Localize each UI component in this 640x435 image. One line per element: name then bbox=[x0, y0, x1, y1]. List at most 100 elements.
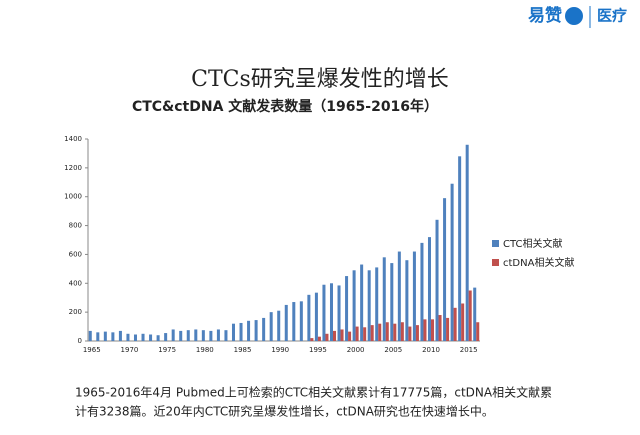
bar bbox=[405, 260, 409, 341]
bar bbox=[370, 325, 374, 341]
slide-title: CTCs研究呈爆发性的增长 bbox=[191, 67, 449, 92]
brand-icon bbox=[565, 7, 583, 25]
bar bbox=[133, 334, 137, 341]
bar bbox=[118, 330, 122, 341]
y-tick-label: 0 bbox=[78, 337, 82, 345]
bar bbox=[458, 156, 462, 341]
x-tick-label: 1975 bbox=[158, 346, 176, 354]
bar bbox=[378, 323, 382, 341]
bar bbox=[385, 322, 389, 341]
legend-swatch bbox=[492, 259, 499, 266]
bar bbox=[277, 310, 281, 341]
unit: 医疗 bbox=[597, 7, 627, 25]
y-tick-label: 1000 bbox=[64, 193, 82, 201]
x-tick-label: 1995 bbox=[309, 346, 327, 354]
bar bbox=[427, 237, 431, 341]
bar bbox=[393, 323, 397, 341]
y-tick-label: 600 bbox=[69, 250, 82, 258]
bar bbox=[443, 198, 447, 341]
bar bbox=[111, 332, 115, 341]
bar bbox=[224, 330, 228, 341]
bar bbox=[171, 329, 175, 341]
bar bbox=[141, 333, 145, 341]
bar bbox=[186, 330, 190, 341]
bar bbox=[156, 335, 160, 341]
bar bbox=[400, 322, 404, 341]
caption: 1965-2016年4月 Pubmed上可检索的CTC相关文献累计有17775篇… bbox=[75, 385, 552, 400]
bar bbox=[453, 307, 457, 341]
bar bbox=[307, 294, 311, 341]
x-tick-label: 1990 bbox=[271, 346, 289, 354]
bar bbox=[397, 251, 401, 341]
x-tick-label: 1985 bbox=[234, 346, 252, 354]
bar bbox=[314, 292, 318, 341]
bar bbox=[438, 315, 442, 341]
bar bbox=[239, 322, 243, 341]
y-tick-label: 200 bbox=[69, 308, 82, 316]
bar bbox=[179, 330, 183, 341]
bar bbox=[329, 283, 333, 341]
caption: 计有3238篇。近20年内CTC研究呈爆发性增长，ctDNA研究也在快速增长中。 bbox=[75, 404, 494, 419]
bar bbox=[476, 322, 480, 341]
bar bbox=[348, 331, 352, 341]
legend-label: ctDNA相关文献 bbox=[503, 256, 574, 269]
x-tick-label: 1970 bbox=[121, 346, 139, 354]
bar bbox=[292, 302, 296, 341]
y-tick-label: 800 bbox=[69, 222, 82, 230]
bar bbox=[408, 326, 412, 341]
x-tick-label: 2005 bbox=[384, 346, 402, 354]
bar bbox=[299, 301, 303, 341]
bar bbox=[269, 312, 273, 341]
bar bbox=[468, 290, 472, 341]
bar bbox=[194, 329, 198, 341]
legend-swatch bbox=[492, 240, 499, 247]
bar bbox=[355, 326, 359, 341]
y-tick-label: 1400 bbox=[64, 135, 82, 143]
bar bbox=[375, 267, 379, 341]
bar bbox=[284, 304, 288, 341]
bar bbox=[412, 251, 416, 341]
bar bbox=[340, 329, 344, 341]
bar bbox=[247, 320, 251, 341]
y-tick-label: 1200 bbox=[64, 164, 82, 172]
bar bbox=[415, 325, 419, 341]
bar bbox=[96, 332, 100, 341]
bar bbox=[473, 287, 477, 341]
bar bbox=[461, 303, 465, 341]
bar bbox=[337, 285, 341, 341]
bar bbox=[382, 257, 386, 341]
bar bbox=[390, 263, 394, 341]
bar bbox=[367, 270, 371, 341]
bar bbox=[216, 329, 220, 341]
bar bbox=[360, 264, 364, 341]
bar bbox=[126, 333, 130, 341]
bar bbox=[352, 270, 356, 341]
bar bbox=[363, 327, 367, 341]
bar bbox=[420, 242, 424, 341]
x-tick-label: 2015 bbox=[460, 346, 478, 354]
x-tick-label: 2000 bbox=[347, 346, 365, 354]
bar bbox=[209, 330, 213, 341]
bar bbox=[435, 219, 439, 341]
x-tick-label: 2010 bbox=[422, 346, 440, 354]
x-tick-label: 1980 bbox=[196, 346, 214, 354]
brand: 易赞 bbox=[528, 5, 562, 26]
bar bbox=[423, 319, 427, 341]
chart-title: CTC&ctDNA 文献发表数量（1965-2016年） bbox=[132, 98, 438, 115]
bar bbox=[431, 319, 435, 341]
bar bbox=[450, 183, 454, 341]
bar bbox=[446, 317, 450, 341]
bar bbox=[149, 334, 153, 341]
bar bbox=[325, 333, 329, 341]
bar bbox=[345, 276, 349, 341]
bar bbox=[164, 333, 168, 341]
bar bbox=[465, 144, 469, 341]
x-tick-label: 1965 bbox=[83, 346, 101, 354]
bar bbox=[103, 331, 107, 341]
bar bbox=[317, 336, 321, 341]
bar bbox=[254, 320, 258, 341]
bar bbox=[231, 323, 235, 341]
